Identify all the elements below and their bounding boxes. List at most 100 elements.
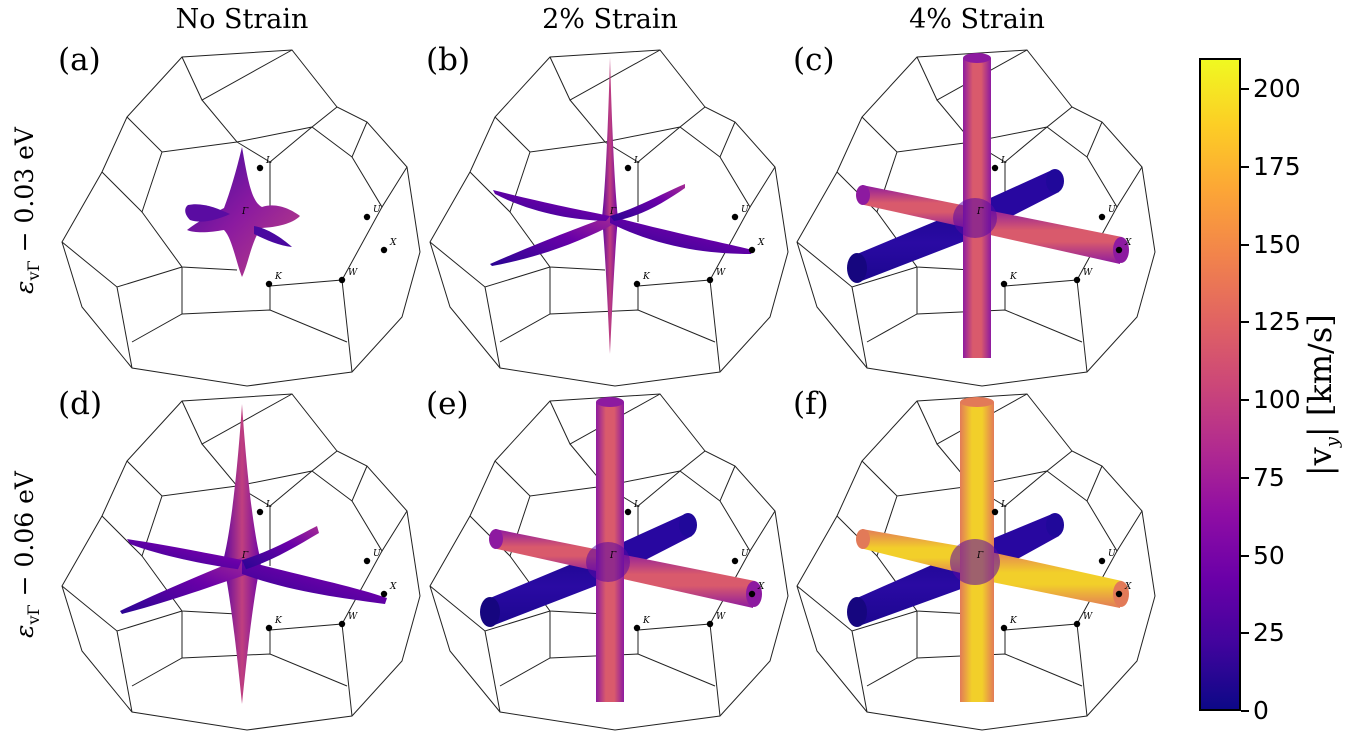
panel-letter-a: (a) [58,42,101,78]
colorbar-tick-label: 75 [1253,462,1285,492]
bz-label-K: K [1009,272,1018,282]
panel-d: L U X K W Γ (d) [52,386,437,736]
colorbar-tick-label: 175 [1253,151,1301,181]
fermi-surface [185,147,300,277]
row-label-bottom: εvΓ − 0.06 eV [9,470,43,638]
colorbar-tick-label: 200 [1253,74,1301,104]
colorbar-tick [1241,399,1249,402]
panel-letter-c: (c) [793,42,835,78]
panel-c: L U X K W Γ (c) [787,42,1172,392]
panel-letter-b: (b) [426,42,471,78]
bz-label-U: U [373,205,381,215]
colorbar-tick-label: 100 [1253,385,1301,415]
colorbar [1199,58,1241,711]
bz-point-L [256,164,264,172]
colorbar-tick [1241,88,1249,91]
bz-label-G: Γ [609,207,617,217]
panel-letter-e: (e) [426,386,469,422]
bz-edges [429,49,789,387]
bz-label-L: L [1000,500,1007,510]
bz-point-W [338,620,346,628]
column-title-no-strain: No Strain [175,4,309,35]
bz-point-K [265,624,273,632]
panel-f: L U X K W Γ (f) [787,386,1172,736]
bz-label-X: X [389,238,397,248]
bz-point-K [633,280,641,288]
bz-label-U: U [373,549,381,559]
bz-label-X: X [757,238,765,248]
bz-label-G: Γ [609,551,617,561]
bz-label-W: W [716,268,726,278]
colorbar-tick [1241,476,1249,479]
panel-e: L U X K W Γ (e) [420,386,805,736]
bz-point-W [706,276,714,284]
bz-label-W: W [348,268,358,278]
column-title-4pct-strain: 4% Strain [909,4,1045,35]
bz-label-K: K [274,616,283,626]
bz-label-L: L [633,500,640,510]
colorbar-tick [1241,165,1249,168]
bz-label-W: W [1083,268,1093,278]
fermi-surface [847,53,1129,358]
fermi-surface [480,397,762,702]
bz-point-X [1115,246,1123,254]
brillouin-zone: L U X K W Γ [796,49,1156,387]
bz-point-W [1073,276,1081,284]
bz-label-X: X [757,582,765,592]
bz-label-X: X [389,582,397,592]
row-label-top: εvΓ − 0.03 eV [9,126,43,294]
colorbar-title: |vy| [km/s] [1300,314,1344,476]
bz-point-W [1073,620,1081,628]
bz-label-W: W [348,612,358,622]
bz-label-K: K [642,272,651,282]
colorbar-tick [1241,632,1249,635]
bz-label-L: L [265,500,272,510]
panel-letter-f: (f) [793,386,829,422]
colorbar-tick [1241,243,1249,246]
brillouin-zone: L U X K W Γ [61,393,421,731]
colorbar-tick [1241,554,1249,557]
bz-point-K [265,280,273,288]
bz-edges [796,393,1156,731]
bz-label-L: L [1000,156,1007,166]
bz-label-U: U [741,549,749,559]
colorbar-tick [1241,710,1249,712]
brillouin-zone: L U X K W Γ [429,49,789,387]
bz-label-U: U [1108,549,1116,559]
bz-label-G: Γ [241,551,249,561]
bz-label-G: Γ [976,207,984,217]
bz-label-W: W [1083,612,1093,622]
bz-label-K: K [274,272,283,282]
panel-b: L U X K W Γ (b) [420,42,805,392]
panel-letter-d: (d) [58,386,103,422]
bz-point-X [748,246,756,254]
bz-label-G: Γ [976,551,984,561]
bz-label-W: W [716,612,726,622]
bz-point-U [731,213,739,221]
brillouin-zone: L U X K W Γ [429,393,789,731]
bz-point-K [1000,280,1008,288]
bz-point-W [706,620,714,628]
bz-label-K: K [642,616,651,626]
bz-point-L [624,508,632,516]
brillouin-zone: L U X K W Γ [61,49,421,387]
bz-point-L [624,164,632,172]
column-title-2pct-strain: 2% Strain [542,4,678,35]
bz-point-L [991,508,999,516]
bz-label-L: L [265,156,272,166]
colorbar-tick [1241,321,1249,324]
bz-point-L [991,164,999,172]
bz-label-K: K [1009,616,1018,626]
bz-edges [61,49,421,387]
bz-point-U [1098,557,1106,565]
bz-point-K [1000,624,1008,632]
bz-label-X: X [1124,582,1132,592]
bz-point-U [1098,213,1106,221]
bz-label-G: Γ [241,207,249,217]
bz-point-X [380,590,388,598]
fermi-surface [490,57,753,354]
bz-point-X [1115,590,1123,598]
bz-point-X [380,246,388,254]
bz-point-L [256,508,264,516]
bz-point-K [633,624,641,632]
